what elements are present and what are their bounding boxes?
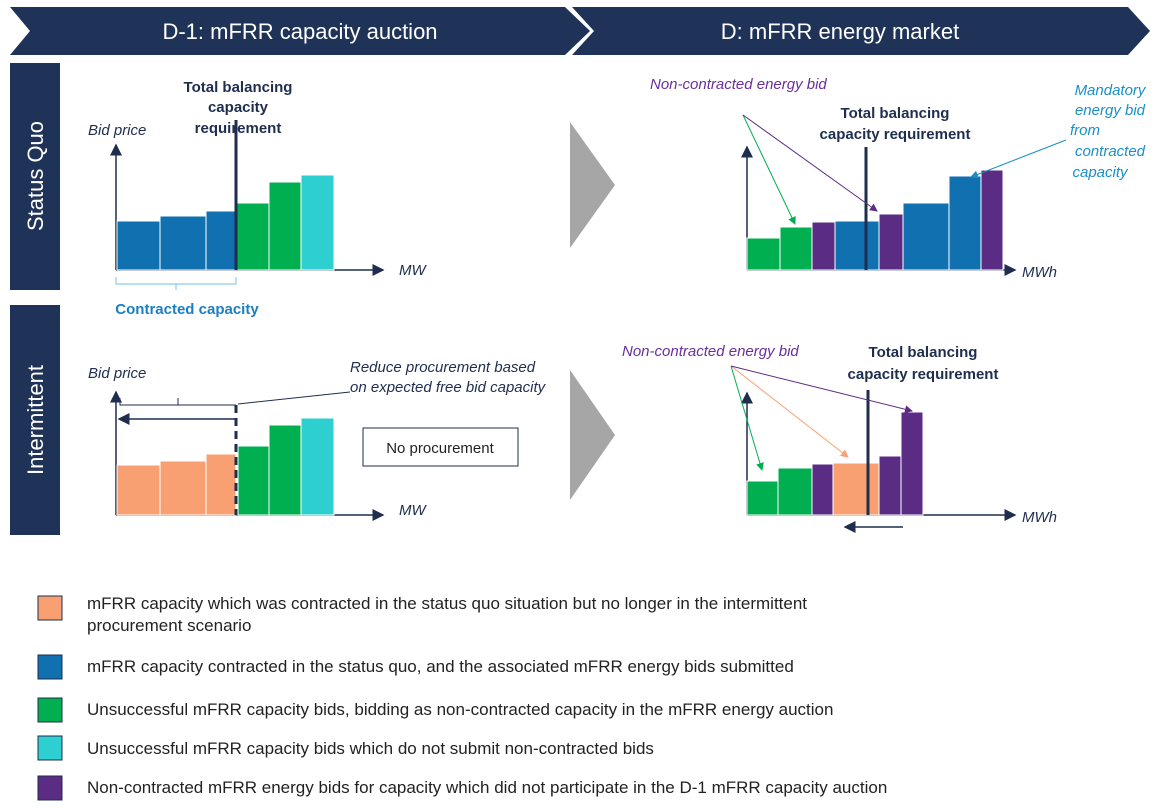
bar bbox=[746, 480, 779, 516]
header-title: D: mFRR energy market bbox=[721, 19, 959, 44]
axis-label: MWh bbox=[1022, 264, 1057, 281]
legend-swatch bbox=[37, 595, 63, 621]
axis-label: Bid price bbox=[88, 365, 146, 382]
bracket bbox=[119, 398, 236, 406]
bar bbox=[746, 237, 781, 271]
requirement-label: Total balancing capacity requirement bbox=[820, 105, 971, 143]
note: Reduce procurement based on expected free… bbox=[350, 359, 547, 396]
legend-label: Unsuccessful mFRR capacity bids which do… bbox=[87, 739, 654, 758]
axis-label: MW bbox=[399, 262, 427, 279]
bar bbox=[902, 202, 950, 271]
annotation-arrow bbox=[742, 114, 796, 225]
row-label: Intermittent bbox=[23, 365, 48, 475]
legend: mFRR capacity which was contracted in th… bbox=[37, 594, 887, 801]
legend-label: mFRR capacity which was contracted in th… bbox=[87, 594, 807, 635]
callout-line bbox=[237, 391, 351, 405]
status-quo-capacity: Bid price MW Total balancing capacity requ… bbox=[88, 79, 427, 318]
annotation-arrow bbox=[742, 114, 878, 212]
annotation-arrow bbox=[730, 365, 849, 458]
bar bbox=[900, 411, 924, 516]
annotation: Non-contracted energy bid bbox=[650, 76, 827, 93]
legend-swatch bbox=[37, 654, 63, 680]
box-label: No procurement bbox=[386, 440, 494, 457]
header-chevron bbox=[572, 7, 1150, 55]
requirement-label: Total balancing capacity requirement bbox=[184, 79, 293, 137]
row-label: Status Quo bbox=[23, 121, 48, 231]
bar bbox=[116, 464, 161, 516]
bar bbox=[268, 424, 302, 516]
axis-label: MWh bbox=[1022, 509, 1057, 526]
bar bbox=[237, 445, 270, 516]
bar bbox=[811, 463, 834, 516]
bar bbox=[779, 226, 813, 271]
annotation-arrow bbox=[730, 365, 764, 471]
bar bbox=[811, 221, 836, 271]
annotation-arrow bbox=[730, 365, 913, 414]
bar bbox=[116, 220, 161, 271]
axis-label: MW bbox=[399, 502, 427, 519]
bar bbox=[948, 175, 982, 271]
header-title: D-1: mFRR capacity auction bbox=[162, 19, 437, 44]
annotation: Mandatory energy bid from contracted capacit… bbox=[1070, 82, 1147, 181]
transition-arrow bbox=[570, 370, 615, 500]
intermittent-capacity: Bid price MW Reduce procurement based on … bbox=[88, 359, 547, 521]
bar bbox=[205, 453, 237, 516]
legend-label: Non-contracted mFRR energy bids for capa… bbox=[87, 778, 887, 797]
bar bbox=[236, 202, 270, 271]
bar bbox=[878, 213, 904, 271]
bar bbox=[300, 417, 335, 516]
bar bbox=[159, 215, 207, 271]
bar bbox=[777, 467, 813, 516]
legend-label: Unsuccessful mFRR capacity bids, bidding… bbox=[87, 700, 833, 719]
status-quo-energy: MWh Total balancing capacity requirement … bbox=[650, 76, 1147, 281]
bar bbox=[268, 181, 302, 271]
bar bbox=[834, 220, 880, 271]
transition-arrow bbox=[570, 122, 615, 248]
bar bbox=[878, 455, 902, 516]
legend-label: mFRR capacity contracted in the status q… bbox=[87, 657, 794, 676]
requirement-label: Total balancing capacity requirement bbox=[848, 344, 999, 383]
axis-label: Bid price bbox=[88, 122, 146, 139]
bar bbox=[832, 462, 880, 516]
annotation: Non-contracted energy bid bbox=[622, 343, 799, 360]
legend-swatch bbox=[37, 697, 63, 723]
bar bbox=[159, 460, 207, 516]
legend-swatch bbox=[37, 735, 63, 761]
header-chevron bbox=[10, 7, 590, 55]
bar bbox=[980, 169, 1004, 271]
row-label-box bbox=[10, 305, 60, 535]
bar bbox=[205, 210, 237, 271]
row-label-box bbox=[10, 63, 60, 290]
bar bbox=[300, 174, 335, 271]
annotation-arrow bbox=[970, 139, 1067, 179]
intermittent-energy: MWh Total balancing capacity requirement … bbox=[622, 343, 1057, 533]
legend-swatch bbox=[37, 775, 63, 801]
bracket-label: Contracted capacity bbox=[115, 301, 259, 318]
box bbox=[362, 427, 519, 467]
bracket bbox=[115, 277, 237, 290]
